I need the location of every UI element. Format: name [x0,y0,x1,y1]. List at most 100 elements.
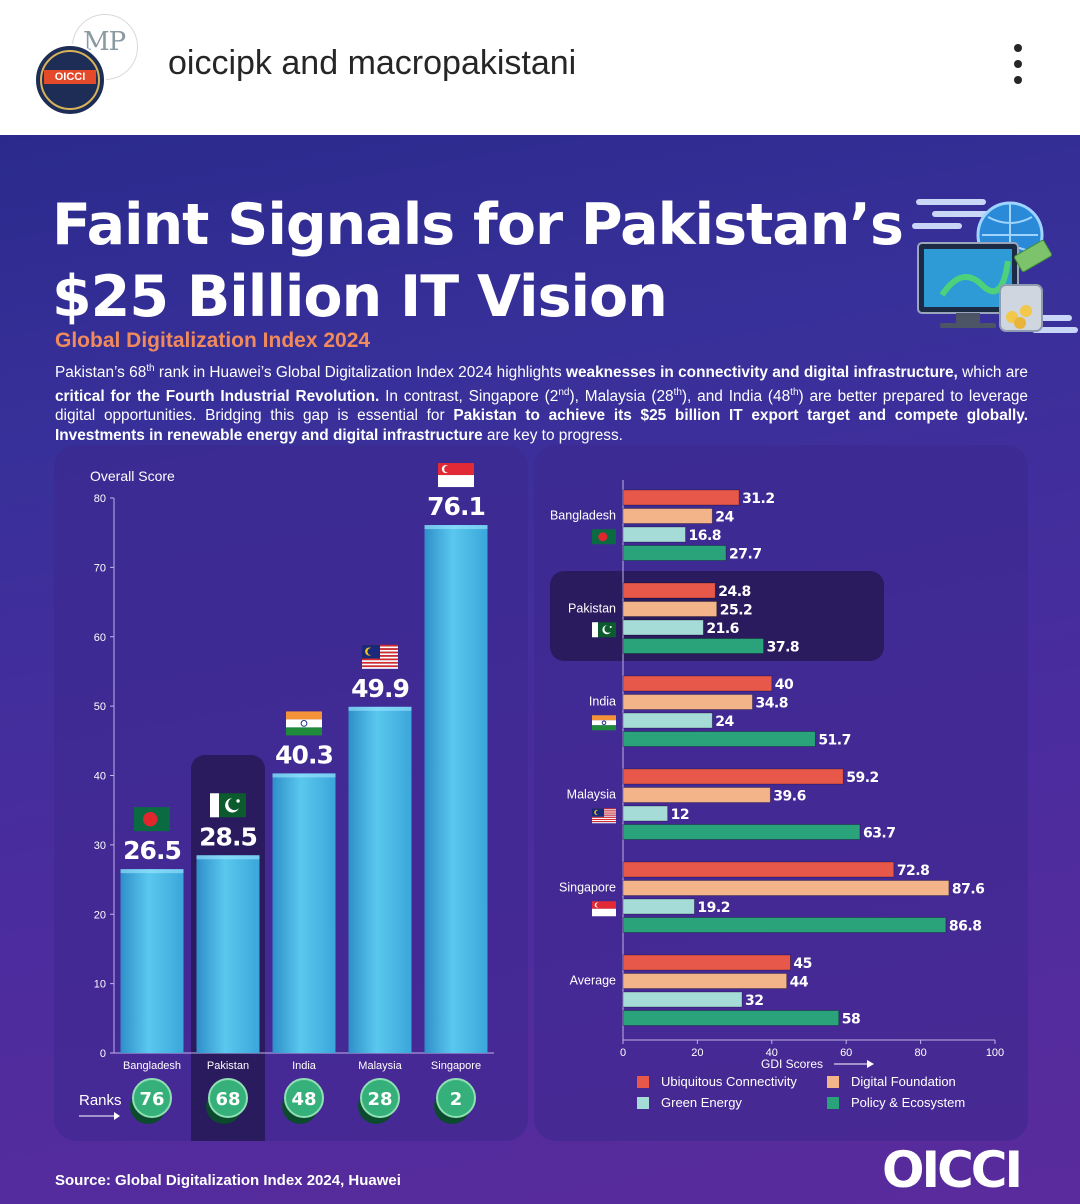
account-names: oiccipk and macropakistani [168,44,576,83]
flag-malaysia-icon [592,808,616,824]
bar-group: 40.3 India 48 [272,711,336,1124]
flag-singapore-icon [592,901,616,917]
hbar [622,898,695,915]
oicci-logo: OICCI [882,1143,1023,1193]
y-tick-label: 70 [94,562,106,574]
category-group: Singapore 72.8 87.6 19.2 86.8 [559,861,985,935]
x-tick-label: Pakistan [207,1060,249,1072]
x-tick-label: 80 [914,1047,926,1059]
bar-group: 49.9 Malaysia 28 [348,644,412,1124]
post-header: MP OICCI oiccipk and macropakistani [0,0,1080,135]
category-group: India 40 34.8 24 51.7 [589,675,851,749]
hbar [622,1010,840,1026]
collab-avatars[interactable]: MP OICCI [30,14,140,118]
rank-value: 28 [367,1089,392,1110]
bar-top [348,706,412,711]
hbar [622,787,771,803]
hbar-value-label: 58 [842,1012,860,1028]
description-run: rank in Huawei’s Global Digitalization I… [154,364,566,382]
legend-label: Digital Foundation [851,1074,956,1089]
flag-pakistan-icon [592,622,616,638]
banknote-icon [1014,239,1052,273]
ranks-arrow-head [114,1112,120,1120]
description-run: ) are better prepared to leverage digita… [55,387,1028,425]
hbar [622,545,727,561]
x-tick-label: 20 [691,1047,703,1059]
bar-top [196,855,260,860]
poster-description: Pakistan’s 68 th rank in Huawei’s Global … [55,359,1028,445]
hbar [622,582,716,599]
x-axis-label: GDI Scores [761,1057,823,1071]
more-options-icon[interactable] [1006,40,1030,90]
poster-title-line-1: Faint Signals for Pakistan’s [52,192,904,258]
hbar-value-label: 45 [793,956,811,972]
hbar-value-label: 21.6 [706,621,739,637]
description-run: ), and India (48 [681,387,791,405]
category-label: Bangladesh [550,508,616,522]
bar-group: 26.5 Bangladesh 76 [120,807,184,1124]
hbar-value-label: 24.8 [718,584,751,600]
hbar-value-label: 24 [715,510,734,526]
hbar-value-label: 31.2 [742,491,775,507]
hbar [622,601,718,617]
poster-title-line-2: $25 Billion IT Vision [52,264,668,330]
bar-group: 28.5 Pakistan 68 [196,793,260,1124]
flag-india-icon [592,715,616,731]
digital-economy-illustration [912,199,1078,333]
x-axis-arrow-head [867,1060,874,1068]
description-run: which are [957,364,1028,382]
account-link-oiccipk[interactable]: oiccipk [168,44,272,82]
hbar-value-label: 19.2 [697,900,730,916]
legend-item: Green Energy [637,1095,742,1110]
description-run: th [673,386,682,398]
hbar-value-label: 86.8 [949,919,982,935]
x-tick-label: 0 [620,1047,626,1059]
description-run: critical for the Fourth Industrial Revol… [55,387,380,405]
account-link-macropakistani[interactable]: macropakistani [347,44,577,82]
hbar-value-label: 59.2 [846,770,879,786]
hbar-value-label: 40 [775,677,794,693]
avatar-oiccipk[interactable]: OICCI [34,44,106,116]
hbar [622,619,704,636]
hbar-value-label: 32 [745,993,763,1009]
category-label: India [589,694,616,708]
rank-badge [284,1078,324,1118]
x-tick-label: Singapore [431,1060,481,1072]
x-tick-label: 40 [766,1047,778,1059]
poster-title: Faint Signals for Pakistan’s $25 Billion… [52,189,912,333]
hbar [622,861,895,878]
flag-singapore-icon [438,463,474,488]
rank-value: 76 [139,1089,164,1110]
hbar [622,489,740,506]
bar [348,706,412,1053]
source-note: Source: Global Digitalization Index 2024… [55,1172,401,1189]
description-run: Pakistan to achieve its $25 billion IT e… [55,407,1028,444]
legend-label: Policy & Ecosystem [851,1095,965,1110]
hbar [622,768,844,785]
rank-value: 48 [291,1089,316,1110]
flag-india-icon [286,711,322,736]
bar-value-label: 28.5 [199,822,257,851]
x-tick-label: 100 [986,1047,1004,1059]
description-run: Pakistan’s 68 [55,364,147,382]
hbar [622,526,686,543]
category-group: Average 45 44 32 58 [570,954,861,1028]
rank-badge [132,1078,172,1118]
legend-swatch [637,1076,649,1088]
overall-score-panel: Overall Score 0 10 20 30 40 50 60 70 80 26.5 Bangla… [54,445,528,1141]
category-group: Malaysia 59.2 39.6 12 63.7 [567,768,896,842]
description-run: In contrast, Singapore (2 [379,387,559,405]
legend-item: Ubiquitous Connectivity [637,1074,797,1089]
legend-swatch [827,1097,839,1109]
hbar-value-label: 44 [790,975,809,991]
y-tick-label: 60 [94,632,106,644]
bar [196,855,260,1053]
hbar [622,917,947,933]
hbar [622,973,788,989]
hbar-value-label: 51.7 [818,733,851,749]
hbar [622,638,765,654]
post-image: Faint Signals for Pakistan’s $25 Billion… [0,135,1080,1204]
category-label: Pakistan [568,601,616,615]
description-run: weaknesses in connectivity and digital i… [566,364,958,382]
rank-badge [360,1078,400,1118]
